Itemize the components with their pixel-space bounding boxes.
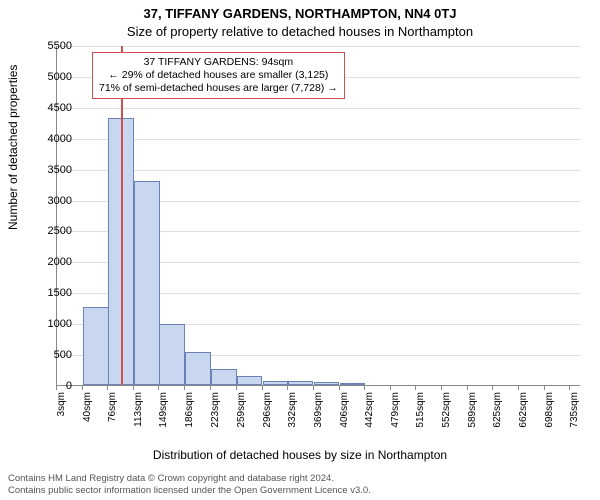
x-tick-mark xyxy=(364,386,365,390)
x-tick-label: 515sqm xyxy=(415,392,426,442)
annotation-line1: 37 TIFFANY GARDENS: 94sqm xyxy=(99,56,338,69)
y-tick-label: 3000 xyxy=(32,195,72,207)
x-tick-label: 186sqm xyxy=(184,392,195,442)
gridline xyxy=(57,108,580,109)
histogram-bar xyxy=(185,352,211,385)
y-tick-label: 1000 xyxy=(32,318,72,330)
annotation-box: 37 TIFFANY GARDENS: 94sqm ← 29% of detac… xyxy=(92,52,345,99)
histogram-bar xyxy=(83,307,109,385)
x-tick-mark xyxy=(210,386,211,390)
y-tick-label: 5000 xyxy=(32,71,72,83)
chart-title: 37, TIFFANY GARDENS, NORTHAMPTON, NN4 0T… xyxy=(0,6,600,21)
x-tick-label: 259sqm xyxy=(236,392,247,442)
histogram-bar xyxy=(134,181,160,385)
x-tick-mark xyxy=(158,386,159,390)
y-tick-label: 3500 xyxy=(32,164,72,176)
histogram-bar xyxy=(288,381,314,385)
x-tick-label: 76sqm xyxy=(107,392,118,442)
y-tick-label: 2000 xyxy=(32,256,72,268)
y-tick-label: 0 xyxy=(32,380,72,392)
x-tick-mark xyxy=(518,386,519,390)
x-tick-label: 223sqm xyxy=(210,392,221,442)
x-tick-label: 332sqm xyxy=(287,392,298,442)
footer-line2: Contains public sector information licen… xyxy=(8,485,592,496)
x-tick-mark xyxy=(236,386,237,390)
x-tick-mark xyxy=(492,386,493,390)
y-tick-label: 4500 xyxy=(32,102,72,114)
x-tick-mark xyxy=(467,386,468,390)
x-tick-label: 735sqm xyxy=(569,392,580,442)
x-tick-mark xyxy=(415,386,416,390)
gridline xyxy=(57,139,580,140)
gridline xyxy=(57,46,580,47)
x-tick-mark xyxy=(313,386,314,390)
y-tick-label: 4000 xyxy=(32,133,72,145)
histogram-bar xyxy=(159,324,185,385)
x-tick-mark xyxy=(390,386,391,390)
x-tick-mark xyxy=(339,386,340,390)
histogram-bar xyxy=(211,369,237,385)
x-tick-mark xyxy=(544,386,545,390)
x-axis-label: Distribution of detached houses by size … xyxy=(0,448,600,462)
histogram-bar xyxy=(237,376,263,385)
y-tick-label: 1500 xyxy=(32,287,72,299)
annotation-line2: ← 29% of detached houses are smaller (3,… xyxy=(99,69,338,82)
x-tick-label: 40sqm xyxy=(82,392,93,442)
x-tick-label: 662sqm xyxy=(518,392,529,442)
x-tick-label: 698sqm xyxy=(544,392,555,442)
x-tick-mark xyxy=(184,386,185,390)
x-tick-label: 589sqm xyxy=(467,392,478,442)
x-tick-label: 625sqm xyxy=(492,392,503,442)
histogram-bar xyxy=(263,381,289,385)
x-tick-label: 479sqm xyxy=(390,392,401,442)
footer: Contains HM Land Registry data © Crown c… xyxy=(8,473,592,496)
histogram-bar xyxy=(340,383,366,385)
y-tick-label: 2500 xyxy=(32,225,72,237)
x-tick-label: 149sqm xyxy=(158,392,169,442)
x-tick-mark xyxy=(569,386,570,390)
y-tick-label: 500 xyxy=(32,349,72,361)
x-tick-label: 113sqm xyxy=(133,392,144,442)
y-tick-label: 5500 xyxy=(32,40,72,52)
annotation-line3: 71% of semi-detached houses are larger (… xyxy=(99,82,338,95)
histogram-bar xyxy=(314,382,340,385)
x-tick-label: 552sqm xyxy=(441,392,452,442)
x-tick-label: 442sqm xyxy=(364,392,375,442)
x-tick-mark xyxy=(441,386,442,390)
x-tick-mark xyxy=(262,386,263,390)
x-tick-label: 406sqm xyxy=(339,392,350,442)
gridline xyxy=(57,170,580,171)
y-axis-label: Number of detached properties xyxy=(6,65,20,230)
footer-line1: Contains HM Land Registry data © Crown c… xyxy=(8,473,592,484)
chart-container: 37, TIFFANY GARDENS, NORTHAMPTON, NN4 0T… xyxy=(0,0,600,500)
x-tick-mark xyxy=(133,386,134,390)
x-tick-mark xyxy=(56,386,57,390)
x-tick-label: 3sqm xyxy=(56,392,67,442)
x-tick-mark xyxy=(82,386,83,390)
x-tick-label: 369sqm xyxy=(313,392,324,442)
x-tick-mark xyxy=(287,386,288,390)
x-tick-label: 296sqm xyxy=(262,392,273,442)
chart-subtitle: Size of property relative to detached ho… xyxy=(0,24,600,39)
x-tick-mark xyxy=(107,386,108,390)
